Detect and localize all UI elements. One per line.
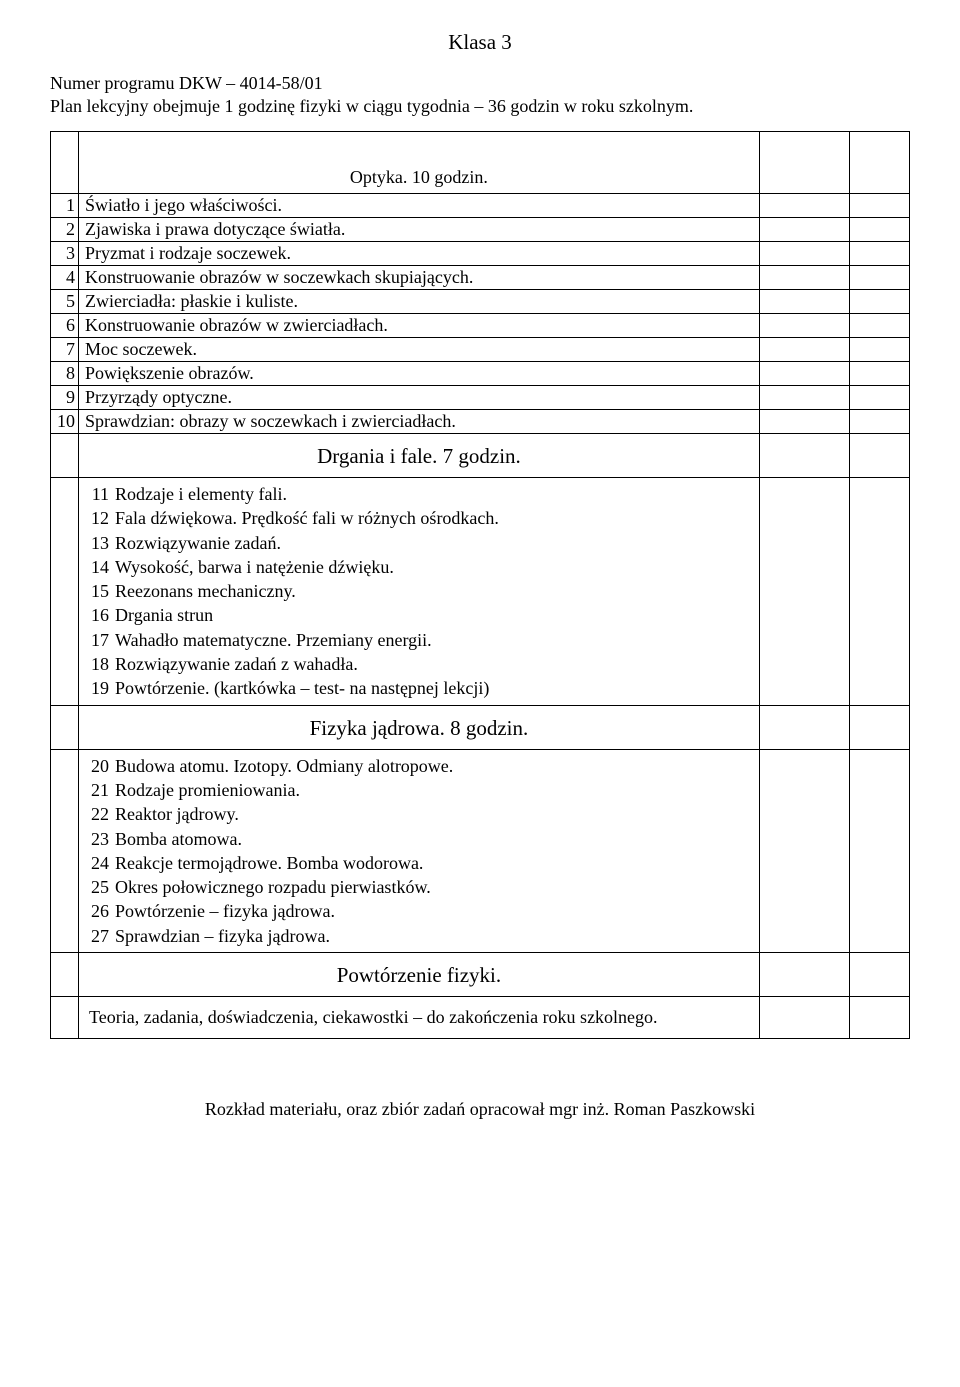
item-number: 6: [51, 314, 79, 338]
item-number: 17: [85, 628, 109, 652]
item-text: Fala dźwiękowa. Prędkość fali w różnych …: [109, 506, 499, 530]
item-number: 4: [51, 266, 79, 290]
item-text: Okres połowicznego rozpadu pierwiastków.: [109, 875, 431, 899]
lesson-table: Optyka. 10 godzin. 1Światło i jego właśc…: [50, 131, 910, 1039]
item-text: Sprawdzian – fizyka jądrowa.: [109, 924, 330, 948]
item-number: 18: [85, 652, 109, 676]
item-text: Rodzaje i elementy fali.: [109, 482, 287, 506]
item-number: 13: [85, 531, 109, 555]
item-number: 7: [51, 338, 79, 362]
item-text: Zjawiska i prawa dotyczące światła.: [79, 218, 760, 242]
item-number: 23: [85, 827, 109, 851]
item-number: 19: [85, 676, 109, 700]
item-text: Pryzmat i rodzaje soczewek.: [79, 242, 760, 266]
program-number: Numer programu DKW – 4014-58/01: [50, 73, 910, 94]
item-number: 15: [85, 579, 109, 603]
closing-text-row: Teoria, zadania, doświadczenia, ciekawos…: [51, 997, 910, 1039]
item-text: Światło i jego właściwości.: [79, 194, 760, 218]
section-heading-row: Fizyka jądrowa. 8 godzin.: [51, 705, 910, 749]
item-number: 5: [51, 290, 79, 314]
item-text: Moc soczewek.: [79, 338, 760, 362]
item-number: 22: [85, 802, 109, 826]
item-text: Rozwiązywanie zadań z wahadła.: [109, 652, 358, 676]
item-text: Rozwiązywanie zadań.: [109, 531, 281, 555]
item-text: Powtórzenie – fizyka jądrowa.: [109, 899, 335, 923]
item-number: 11: [85, 482, 109, 506]
item-number: 12: [85, 506, 109, 530]
item-number: 2: [51, 218, 79, 242]
page-title: Klasa 3: [50, 30, 910, 55]
item-number: 8: [51, 362, 79, 386]
item-number: 20: [85, 754, 109, 778]
item-number: 3: [51, 242, 79, 266]
item-number: 21: [85, 778, 109, 802]
item-number: 9: [51, 386, 79, 410]
item-text: Przyrządy optyczne.: [79, 386, 760, 410]
section-heading-row: Optyka. 10 godzin.: [51, 132, 910, 194]
closing-heading: Powtórzenie fizyki.: [79, 953, 760, 997]
item-text: Reezonans mechaniczny.: [109, 579, 296, 603]
item-number: 24: [85, 851, 109, 875]
section-heading: Fizyka jądrowa. 8 godzin.: [79, 705, 760, 749]
item-text: Wahadło matematyczne. Przemiany energii.: [109, 628, 432, 652]
item-text: Rodzaje promieniowania.: [109, 778, 300, 802]
item-text: Bomba atomowa.: [109, 827, 242, 851]
item-number: 14: [85, 555, 109, 579]
plan-description: Plan lekcyjny obejmuje 1 godzinę fizyki …: [50, 96, 910, 117]
item-text: Konstruowanie obrazów w zwierciadłach.: [79, 314, 760, 338]
item-number: 16: [85, 603, 109, 627]
item-text: Wysokość, barwa i natężenie dźwięku.: [109, 555, 394, 579]
item-text: Sprawdzian: obrazy w soczewkach i zwierc…: [79, 410, 760, 434]
item-number: 27: [85, 924, 109, 948]
item-number: 26: [85, 899, 109, 923]
item-text: Reakcje termojądrowe. Bomba wodorowa.: [109, 851, 423, 875]
item-text: Zwierciadła: płaskie i kuliste.: [79, 290, 760, 314]
closing-text: Teoria, zadania, doświadczenia, ciekawos…: [79, 997, 760, 1039]
footer-author: Rozkład materiału, oraz zbiór zadań opra…: [50, 1099, 910, 1120]
item-number: 25: [85, 875, 109, 899]
item-text: Reaktor jądrowy.: [109, 802, 239, 826]
section-items-block: 11Rodzaje i elementy fali. 12Fala dźwięk…: [51, 478, 910, 706]
section-items-block: 20Budowa atomu. Izotopy. Odmiany alotrop…: [51, 749, 910, 952]
item-number: 1: [51, 194, 79, 218]
item-text: Powiększenie obrazów.: [79, 362, 760, 386]
item-text: Budowa atomu. Izotopy. Odmiany alotropow…: [109, 754, 453, 778]
section-heading: Optyka. 10 godzin.: [85, 163, 753, 192]
item-text: Drgania strun: [109, 603, 213, 627]
section-heading-row: Drgania i fale. 7 godzin.: [51, 434, 910, 478]
item-text: Konstruowanie obrazów w soczewkach skupi…: [79, 266, 760, 290]
closing-heading-row: Powtórzenie fizyki.: [51, 953, 910, 997]
section-heading: Drgania i fale. 7 godzin.: [79, 434, 760, 478]
item-text: Powtórzenie. (kartkówka – test- na nastę…: [109, 676, 489, 700]
item-number: 10: [51, 410, 79, 434]
